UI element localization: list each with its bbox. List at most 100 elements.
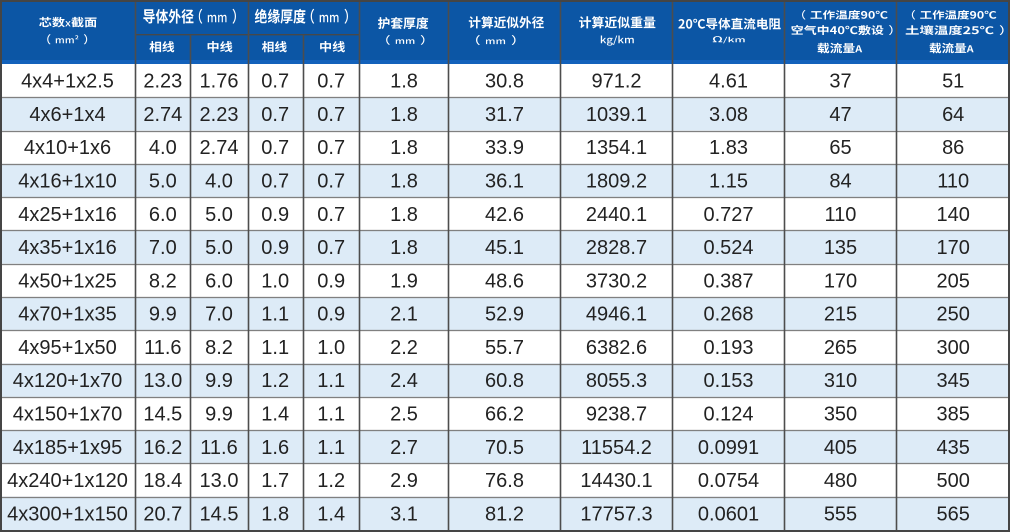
- svg-text:0.193: 0.193: [703, 337, 753, 359]
- svg-text:4x10+1x6: 4x10+1x6: [24, 137, 111, 159]
- svg-text:1.1: 1.1: [317, 404, 345, 426]
- svg-text:0.268: 0.268: [703, 304, 753, 326]
- svg-text:1.8: 1.8: [390, 137, 418, 159]
- svg-text:2.23: 2.23: [143, 71, 182, 93]
- svg-text:52.9: 52.9: [485, 304, 524, 326]
- svg-text:0.7: 0.7: [317, 237, 345, 259]
- svg-text:1.8: 1.8: [390, 171, 418, 193]
- svg-text:11.6: 11.6: [144, 337, 181, 359]
- svg-text:0.0754: 0.0754: [698, 470, 759, 492]
- svg-text:971.2: 971.2: [591, 71, 641, 93]
- svg-text:2.74: 2.74: [200, 137, 239, 159]
- svg-text:0.7: 0.7: [261, 137, 289, 159]
- svg-text:66.2: 66.2: [485, 404, 524, 426]
- svg-text:17757.3: 17757.3: [580, 503, 652, 525]
- svg-text:110: 110: [937, 171, 969, 193]
- svg-text:1354.1: 1354.1: [586, 137, 647, 159]
- svg-text:6.0: 6.0: [205, 270, 233, 292]
- svg-text:4x25+1x16: 4x25+1x16: [18, 204, 116, 226]
- svg-text:250: 250: [937, 304, 970, 326]
- svg-text:20.7: 20.7: [143, 503, 182, 525]
- svg-text:1.9: 1.9: [390, 270, 418, 292]
- svg-text:2.4: 2.4: [390, 370, 418, 392]
- svg-text:0.7: 0.7: [261, 71, 289, 93]
- svg-text:0.7: 0.7: [261, 171, 289, 193]
- svg-text:265: 265: [824, 337, 857, 359]
- svg-text:1.2: 1.2: [261, 370, 289, 392]
- svg-text:140: 140: [937, 204, 970, 226]
- svg-text:4x150+1x70: 4x150+1x70: [13, 404, 123, 426]
- svg-text:84: 84: [829, 171, 851, 193]
- svg-text:0.9: 0.9: [261, 204, 289, 226]
- svg-text:13.0: 13.0: [143, 370, 182, 392]
- svg-text:8055.3: 8055.3: [586, 370, 647, 392]
- svg-text:2.5: 2.5: [390, 404, 418, 426]
- svg-text:4x4+1x2.5: 4x4+1x2.5: [21, 71, 114, 93]
- svg-text:36.1: 36.1: [485, 171, 524, 193]
- svg-text:0.7: 0.7: [317, 204, 345, 226]
- svg-text:6.0: 6.0: [149, 204, 177, 226]
- svg-text:1.8: 1.8: [390, 104, 418, 126]
- svg-text:9238.7: 9238.7: [586, 404, 647, 426]
- svg-text:5.0: 5.0: [205, 237, 233, 259]
- svg-text:0.124: 0.124: [703, 404, 753, 426]
- svg-text:37: 37: [829, 71, 851, 93]
- svg-text:60.8: 60.8: [485, 370, 524, 392]
- svg-text:0.387: 0.387: [703, 270, 753, 292]
- svg-text:7.0: 7.0: [149, 237, 177, 259]
- svg-text:47: 47: [829, 104, 851, 126]
- svg-text:3.1: 3.1: [390, 503, 418, 525]
- svg-text:14.5: 14.5: [143, 404, 182, 426]
- svg-text:7.0: 7.0: [205, 304, 233, 326]
- svg-text:5.0: 5.0: [205, 204, 233, 226]
- svg-text:9.9: 9.9: [205, 370, 233, 392]
- svg-text:65: 65: [829, 137, 851, 159]
- svg-text:42.6: 42.6: [485, 204, 524, 226]
- svg-text:0.0601: 0.0601: [698, 503, 759, 525]
- svg-text:385: 385: [937, 404, 970, 426]
- svg-text:170: 170: [937, 237, 970, 259]
- svg-text:0.727: 0.727: [703, 204, 753, 226]
- svg-text:0.9: 0.9: [317, 304, 345, 326]
- svg-text:0.524: 0.524: [703, 237, 753, 259]
- svg-text:1.4: 1.4: [261, 404, 289, 426]
- svg-text:16.2: 16.2: [143, 437, 182, 459]
- svg-text:2.74: 2.74: [143, 104, 182, 126]
- svg-text:1.1: 1.1: [261, 337, 289, 359]
- svg-text:13.0: 13.0: [200, 470, 239, 492]
- svg-text:0.7: 0.7: [317, 104, 345, 126]
- svg-text:30.8: 30.8: [485, 71, 524, 93]
- svg-text:64: 64: [942, 104, 964, 126]
- svg-text:4946.1: 4946.1: [586, 304, 647, 326]
- svg-text:9.9: 9.9: [149, 304, 177, 326]
- svg-text:500: 500: [937, 470, 970, 492]
- svg-text:170: 170: [824, 270, 857, 292]
- svg-text:4.0: 4.0: [149, 137, 177, 159]
- svg-text:1809.2: 1809.2: [586, 171, 647, 193]
- svg-text:1.76: 1.76: [200, 71, 239, 93]
- svg-text:76.8: 76.8: [485, 470, 524, 492]
- svg-text:18.4: 18.4: [143, 470, 182, 492]
- svg-text:0.9: 0.9: [317, 270, 345, 292]
- svg-text:1.1: 1.1: [261, 304, 289, 326]
- svg-text:4x50+1x25: 4x50+1x25: [18, 270, 116, 292]
- svg-text:4x240+1x120: 4x240+1x120: [7, 470, 128, 492]
- svg-text:1.1: 1.1: [317, 370, 345, 392]
- svg-text:33.9: 33.9: [485, 137, 524, 159]
- svg-text:1.8: 1.8: [261, 503, 289, 525]
- svg-text:6382.6: 6382.6: [586, 337, 647, 359]
- svg-text:565: 565: [937, 503, 970, 525]
- svg-text:3730.2: 3730.2: [586, 270, 647, 292]
- svg-text:4x95+1x50: 4x95+1x50: [18, 337, 116, 359]
- svg-text:1.0: 1.0: [317, 337, 345, 359]
- svg-text:14430.1: 14430.1: [580, 470, 652, 492]
- svg-text:11554.2: 11554.2: [581, 437, 652, 459]
- svg-text:110: 110: [825, 204, 857, 226]
- svg-text:435: 435: [937, 437, 970, 459]
- svg-text:1039.1: 1039.1: [586, 104, 647, 126]
- svg-text:48.6: 48.6: [485, 270, 524, 292]
- svg-text:205: 205: [937, 270, 970, 292]
- svg-text:0.9: 0.9: [261, 237, 289, 259]
- svg-text:0.0991: 0.0991: [698, 437, 759, 459]
- svg-text:1.83: 1.83: [709, 137, 748, 159]
